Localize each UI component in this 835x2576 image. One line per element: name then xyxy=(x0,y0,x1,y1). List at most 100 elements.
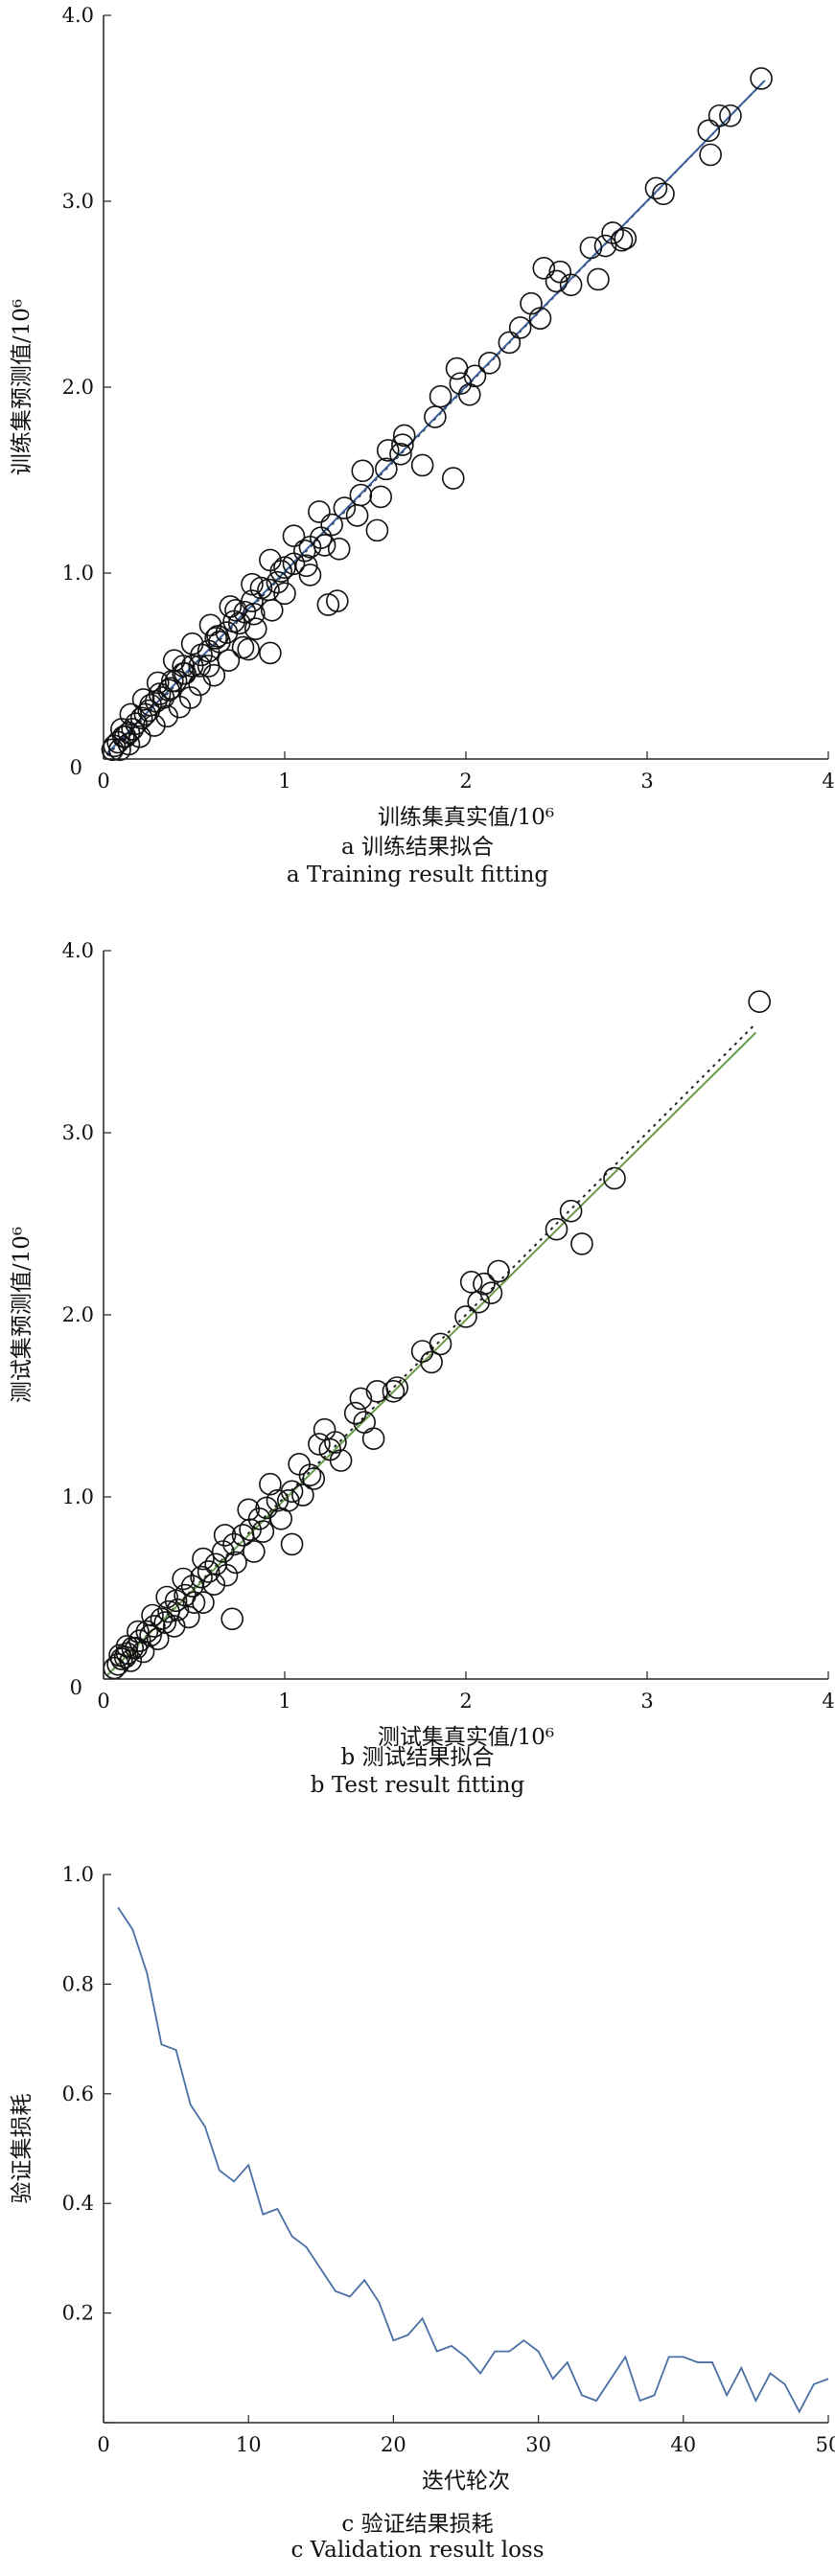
chart-a-point xyxy=(259,548,282,572)
chart-b-point xyxy=(182,1591,206,1614)
chart-a-x-tick-label: 0 xyxy=(97,770,109,793)
chart-a-y-axis-title: 训练集预测值/10⁶ xyxy=(10,299,35,475)
chart-b-y-axis-title: 测试集预测值/10⁶ xyxy=(10,1227,35,1403)
chart-a-point xyxy=(614,227,638,250)
chart-b-point xyxy=(288,1453,311,1476)
chart-a-point xyxy=(241,572,264,596)
chart-b-point xyxy=(467,1290,491,1314)
chart-b-y-tick-label: 1.0 xyxy=(62,1485,94,1508)
chart-b-point xyxy=(255,1496,278,1520)
chart-a-point xyxy=(308,500,331,523)
chart-b-point xyxy=(197,1560,220,1583)
chart-a-x-tick-label: 2 xyxy=(459,770,472,793)
chart-a-x-tick-label: 3 xyxy=(640,770,653,793)
chart-b-point xyxy=(570,1232,593,1255)
chart-a-y-tick-label: 1.0 xyxy=(62,562,94,585)
chart-b-origin-label: 0 xyxy=(70,1676,82,1699)
chart-a-point xyxy=(392,424,416,448)
chart-c-y-tick-label: 0.6 xyxy=(62,2082,94,2105)
chart-b-point xyxy=(220,1607,244,1631)
chart-a-point xyxy=(579,236,603,260)
chart-b-point xyxy=(106,1653,129,1676)
chart-a-point xyxy=(224,598,247,622)
chart-a-point xyxy=(445,356,469,380)
chart-a-point xyxy=(375,457,398,481)
chart-b-point xyxy=(115,1635,139,1658)
chart-a-point xyxy=(282,552,306,576)
chart-a-point xyxy=(259,641,282,665)
chart-a-y-tick-label: 4.0 xyxy=(62,4,94,27)
chart-b-x-tick-label: 0 xyxy=(97,1690,109,1713)
chart-b-point xyxy=(291,1484,314,1506)
chart-b-point xyxy=(479,1281,503,1304)
chart-b-point xyxy=(459,1271,483,1294)
chart-b-x-tick-label: 4 xyxy=(822,1690,834,1713)
chart-b-point xyxy=(172,1567,195,1591)
chart-c-caption-en: c Validation result loss xyxy=(290,2538,545,2563)
chart-a-x-tick-label: 1 xyxy=(278,770,290,793)
chart-b-point xyxy=(603,1166,626,1190)
chart-a-y-tick-label: 2.0 xyxy=(62,376,94,399)
chart-a-caption-cn: a 训练结果拟合 xyxy=(340,835,495,860)
chart-a-point xyxy=(441,467,465,490)
chart-b-point xyxy=(454,1305,477,1328)
chart-a-point xyxy=(155,704,178,728)
chart-a-point xyxy=(369,485,392,509)
chart-c-x-tick-label: 20 xyxy=(381,2433,406,2456)
chart-a-point xyxy=(559,273,583,297)
chart-a-point xyxy=(391,433,414,456)
chart-a-point xyxy=(644,176,668,200)
chart-b-point xyxy=(748,990,771,1013)
chart-c-series-line xyxy=(117,1906,829,2414)
chart-a-point xyxy=(750,67,773,90)
chart-b-point xyxy=(180,1575,204,1598)
chart-b-point xyxy=(308,1433,331,1456)
chart-b-point xyxy=(166,1598,190,1622)
chart-b-point xyxy=(202,1573,226,1596)
chart-a-point xyxy=(131,688,155,711)
chart-c-y-tick-label: 1.0 xyxy=(62,1863,94,1886)
chart-b-point xyxy=(280,1532,304,1556)
chart-b-point xyxy=(343,1401,367,1425)
chart-a-point xyxy=(198,613,222,637)
chart-b-point xyxy=(224,1551,247,1575)
chart-c-y-tick-label: 0.4 xyxy=(62,2192,94,2215)
chart-a-point xyxy=(162,649,186,672)
chart-b-caption-en: b Test result fitting xyxy=(310,1773,525,1798)
chart-c-x-tick-label: 0 xyxy=(97,2433,109,2456)
chart-a-point xyxy=(449,372,473,395)
chart-a-point xyxy=(260,598,284,622)
chart-a-point xyxy=(294,554,318,578)
chart-a-point xyxy=(508,316,532,339)
chart-a-point xyxy=(327,537,351,561)
chart-a-point xyxy=(345,504,369,527)
chart-a-point xyxy=(101,738,125,762)
chart-b-point xyxy=(269,1507,293,1530)
chart-b-point xyxy=(190,1565,213,1589)
chart-b-point xyxy=(353,1411,376,1434)
chart-b-point xyxy=(192,1591,215,1614)
chart-b-caption-cn: b 测试结果拟合 xyxy=(340,1745,495,1770)
chart-b-plot: 0 1 2 3 4 1.0 2.0 3.0 4.0 0 测试集真实值/10⁶ 测试集预测值/10⁶ xyxy=(10,939,835,1750)
chart-a-point xyxy=(545,269,568,293)
chart-a-point xyxy=(429,384,452,408)
chart-c-plot: 0 10 20 30 40 50 0.2 0.4 0.6 0.8 1.0 迭代轮次 验证集损耗 xyxy=(10,1863,835,2494)
chart-a-point xyxy=(206,625,229,648)
chart-a-point xyxy=(282,524,306,548)
chart-c-caption-cn: c 验证结果损耗 xyxy=(341,2512,494,2537)
chart-a-point xyxy=(219,595,243,618)
chart-a-point xyxy=(273,556,296,579)
chart-b-point xyxy=(162,1615,186,1638)
chart-a-y-tick-label: 3.0 xyxy=(62,190,94,213)
chart-b-point xyxy=(110,1647,133,1670)
chart-a-plot: 0 1 2 3 4 1.0 2.0 3.0 4.0 0 训练集真实值/10⁶ 训练集预测值/10⁶ xyxy=(10,4,835,830)
chart-a-point xyxy=(249,576,273,600)
chart-a-point xyxy=(266,570,290,594)
chart-b-point xyxy=(213,1524,237,1547)
chart-b-point xyxy=(113,1645,137,1668)
chart-a-point xyxy=(376,439,400,462)
chart-a-point xyxy=(237,637,261,661)
panel-b: 0 1 2 3 4 1.0 2.0 3.0 4.0 0 测试集真实值/10⁶ 测试集预测值/10⁶ b… xyxy=(10,939,835,1798)
chart-a-point xyxy=(593,234,617,258)
chart-a-point xyxy=(477,351,501,375)
